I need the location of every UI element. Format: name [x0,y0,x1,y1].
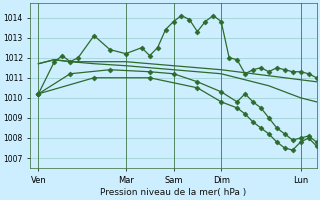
X-axis label: Pression niveau de la mer( hPa ): Pression niveau de la mer( hPa ) [100,188,247,197]
